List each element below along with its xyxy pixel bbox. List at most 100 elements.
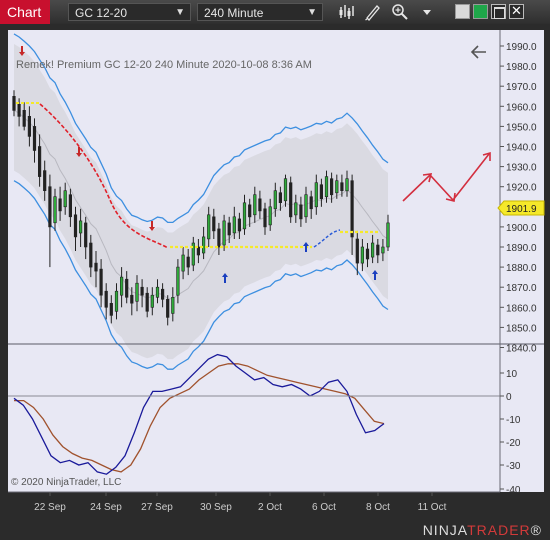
logo-part-b: TRADER bbox=[467, 522, 531, 538]
interval-value: 240 Minute bbox=[204, 6, 264, 20]
bar-type-icon[interactable] bbox=[338, 3, 356, 21]
oscillator-tick-label: 0 bbox=[506, 392, 512, 403]
candle-up bbox=[176, 266, 180, 296]
time-tick-label: 11 Oct bbox=[418, 502, 447, 513]
middle-average-line bbox=[13, 109, 389, 300]
sell-arrow-icon bbox=[76, 147, 82, 157]
price-tick-label: 1970.0 bbox=[506, 82, 537, 93]
sell-arrow-icon bbox=[149, 221, 155, 231]
candle-up bbox=[314, 182, 318, 208]
candle-down bbox=[289, 182, 293, 218]
upper-band-line bbox=[13, 33, 389, 224]
time-tick-label: 27 Sep bbox=[141, 502, 173, 513]
oscillator-tick-label: -20 bbox=[506, 438, 521, 449]
interval-selector[interactable]: 240 Minute ▼ bbox=[197, 3, 323, 21]
price-tick-label: 1940.0 bbox=[506, 143, 537, 154]
candle-down bbox=[89, 242, 93, 268]
candle-down bbox=[237, 218, 242, 232]
oscillator-main-line bbox=[13, 353, 385, 475]
window-green-button[interactable] bbox=[473, 4, 488, 19]
candle-up bbox=[253, 194, 257, 216]
price-tick-label: 1990.0 bbox=[506, 42, 537, 53]
candle-up bbox=[360, 246, 365, 264]
window-gray-button[interactable] bbox=[455, 4, 470, 19]
time-tick-label: 30 Sep bbox=[200, 502, 232, 513]
candle-down bbox=[68, 194, 72, 218]
candle-down bbox=[248, 204, 252, 218]
last-price-label: 1901.9 bbox=[506, 204, 537, 215]
oscillator-tick-label: -30 bbox=[506, 461, 521, 472]
candle-down bbox=[166, 298, 170, 318]
candle-up bbox=[324, 176, 329, 198]
price-tick-label: 1890.0 bbox=[506, 243, 537, 254]
oscillator-tick-label: -10 bbox=[506, 415, 521, 426]
maximize-button[interactable] bbox=[491, 4, 506, 19]
candle-up bbox=[63, 190, 67, 208]
candle-up bbox=[345, 178, 349, 192]
candle-down bbox=[27, 116, 32, 137]
candle-down bbox=[84, 222, 88, 248]
candle-down bbox=[161, 288, 165, 300]
drawing-tool-icon[interactable] bbox=[364, 3, 382, 21]
candle-up bbox=[273, 190, 277, 210]
candle-down bbox=[186, 256, 190, 268]
instrument-value: GC 12-20 bbox=[75, 6, 128, 20]
price-tick-label: 1860.0 bbox=[506, 303, 537, 314]
candle-up bbox=[386, 222, 390, 248]
candle-down bbox=[48, 186, 52, 228]
candle-up bbox=[370, 242, 375, 258]
price-tick-label: 1920.0 bbox=[506, 183, 537, 194]
forecast-arrowhead bbox=[482, 151, 491, 161]
candle-up bbox=[283, 178, 288, 202]
candle-up bbox=[191, 242, 195, 266]
candle-up bbox=[222, 220, 226, 246]
logo-part-a: NINJA bbox=[422, 522, 468, 538]
channel-fill bbox=[14, 44, 388, 360]
candle-down bbox=[130, 294, 134, 304]
forecast-path bbox=[402, 153, 490, 202]
candle-up bbox=[181, 254, 185, 272]
candle-up bbox=[268, 206, 272, 226]
close-button[interactable]: ✕ bbox=[509, 4, 524, 19]
dropdown-arrow-icon[interactable] bbox=[418, 3, 436, 21]
trend-line-blue-dashed bbox=[313, 229, 341, 248]
candle-down bbox=[73, 214, 78, 238]
candle-up bbox=[155, 286, 160, 298]
chart-tab[interactable]: Chart bbox=[0, 0, 50, 24]
candle-down bbox=[350, 180, 354, 238]
candle-down bbox=[12, 96, 16, 111]
time-tick-label: 24 Sep bbox=[90, 502, 122, 513]
candle-down bbox=[365, 248, 370, 260]
candle-up bbox=[242, 202, 247, 230]
forecast-arrowhead bbox=[445, 192, 456, 202]
candle-down bbox=[99, 268, 103, 296]
buy-arrow-icon bbox=[372, 270, 378, 280]
candle-up bbox=[135, 282, 139, 302]
candle-up bbox=[53, 196, 57, 224]
zoom-icon[interactable] bbox=[391, 3, 409, 21]
candle-down bbox=[145, 292, 149, 312]
candle-up bbox=[232, 216, 236, 234]
last-price-badge bbox=[497, 200, 545, 216]
instrument-selector[interactable]: GC 12-20 ▼ bbox=[68, 3, 191, 21]
price-tick-label: 1980.0 bbox=[506, 62, 537, 73]
candle-down bbox=[329, 178, 334, 196]
candle-down bbox=[355, 238, 359, 264]
trend-line-red-dashed bbox=[39, 103, 169, 249]
candle-down bbox=[104, 290, 108, 308]
candle-up bbox=[79, 220, 83, 234]
candle-down bbox=[319, 184, 324, 200]
candle-down bbox=[227, 222, 231, 236]
candle-down bbox=[196, 246, 201, 256]
forecast-arrowhead bbox=[422, 173, 433, 183]
time-tick-label: 6 Oct bbox=[312, 502, 336, 513]
logo-registered: ® bbox=[530, 522, 542, 538]
price-tick-label: 1950.0 bbox=[506, 122, 537, 133]
candle-up bbox=[150, 294, 154, 308]
price-tick-label: 1840.0 bbox=[506, 344, 537, 355]
price-axis-panel[interactable] bbox=[500, 30, 544, 492]
candle-down bbox=[376, 244, 380, 256]
ninjatrader-logo: NINJATRADER® bbox=[423, 522, 542, 538]
sell-arrow-icon bbox=[19, 46, 25, 56]
